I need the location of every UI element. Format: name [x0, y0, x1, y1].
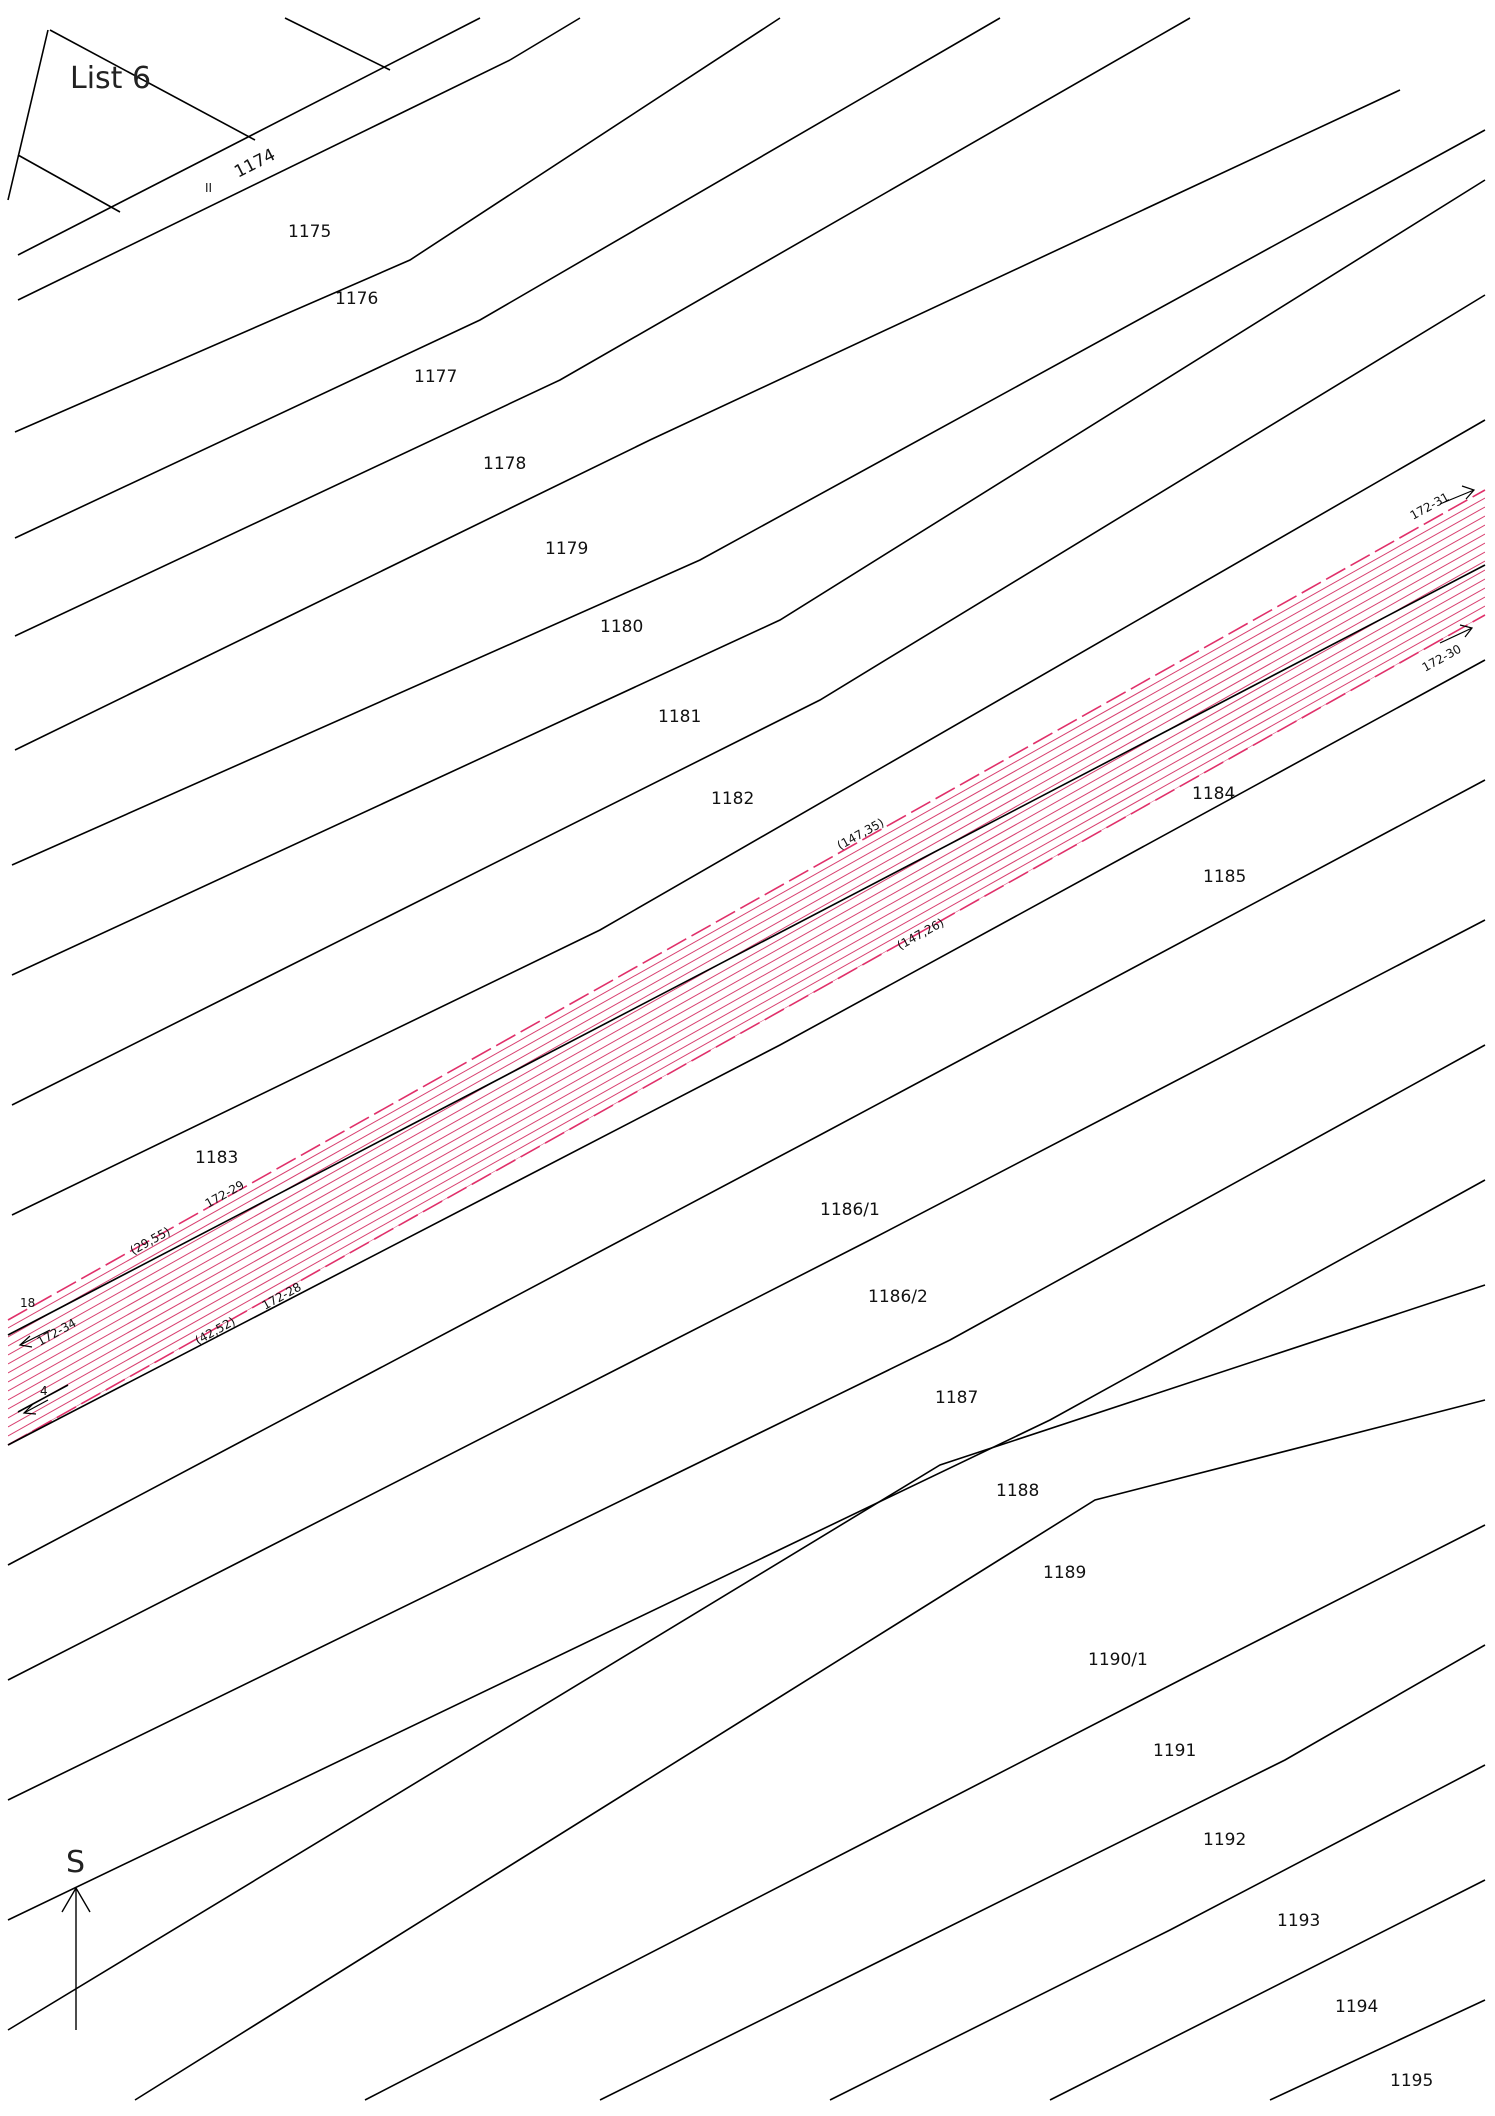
parcel-label: 1182	[711, 789, 754, 809]
hatch-line	[8, 560, 1485, 1392]
hatch-line	[8, 587, 1485, 1419]
hatch-line	[8, 542, 1485, 1374]
corner-label: 18	[20, 1296, 35, 1310]
arrow-icon	[1439, 489, 1475, 505]
parcel-label: 1188	[996, 1481, 1039, 1501]
parcel-label: 1186/2	[868, 1287, 928, 1307]
hatch-line	[8, 569, 1485, 1401]
hatch-line	[8, 596, 1485, 1428]
arrow-icon	[19, 1329, 51, 1346]
easement-lower-edge	[7, 614, 1486, 1446]
survey-point-label: 172-34	[35, 1316, 79, 1349]
easement-hatching	[8, 490, 1485, 1445]
hatch-line	[8, 605, 1485, 1437]
parcel-label: 1189	[1043, 1563, 1086, 1583]
parcel-label: 1180	[600, 617, 643, 637]
survey-point-label: 172-28	[260, 1280, 304, 1313]
hatch-line	[8, 515, 1485, 1347]
orientation-label: S	[66, 1845, 85, 1880]
arrow-head-icon	[61, 1886, 91, 1913]
parcel-label: 1191	[1153, 1741, 1196, 1761]
arrow-head-icon	[1459, 624, 1474, 638]
hatch-line	[8, 551, 1485, 1383]
parcel-label: 1176	[335, 289, 378, 309]
parcel-label: 1195	[1390, 2071, 1433, 2091]
center-line	[7, 564, 1486, 1336]
parcel-label: 1178	[483, 454, 526, 474]
parcel-label: 1181	[658, 707, 701, 727]
parcel-mark: II	[205, 181, 212, 195]
parcel-boundaries	[7, 17, 1486, 2101]
corner-label: 4	[40, 1384, 48, 1398]
survey-point-label: 172-30	[1420, 642, 1464, 675]
parcel-label: 1190/1	[1088, 1650, 1148, 1670]
easement-upper-edge	[7, 489, 1486, 1321]
hatch-line	[8, 506, 1485, 1338]
parcel-label: 1186/1	[820, 1200, 880, 1220]
parcel-label: 1187	[935, 1388, 978, 1408]
arrow-head-icon	[1461, 485, 1476, 500]
hatch-line	[8, 533, 1485, 1365]
arrow-icon	[23, 1399, 49, 1414]
parcel-label: 1184	[1192, 784, 1235, 804]
dimension-label: (147,26)	[895, 915, 947, 952]
parcel-label: 1177	[414, 367, 457, 387]
hatch-line	[8, 497, 1485, 1329]
arrow-head-icon	[18, 1335, 33, 1348]
parcel-label: 1194	[1335, 1997, 1378, 2017]
orientation-arrow: S	[61, 1845, 91, 2030]
arrow-head-icon	[22, 1403, 37, 1415]
dimension-label: (147,35)	[835, 815, 887, 852]
parcel-label: 1193	[1277, 1911, 1320, 1931]
hatch-line	[8, 578, 1485, 1410]
parcel-label: 1179	[545, 539, 588, 559]
survey-point-label: 172-31	[1408, 490, 1452, 523]
parcel-label: 1183	[195, 1148, 238, 1168]
arrow-icon	[1439, 627, 1473, 644]
hatch-line	[8, 524, 1485, 1356]
parcel-label: 1185	[1203, 867, 1246, 887]
sheet-title: List 6	[70, 61, 151, 96]
parcel-label: 1192	[1203, 1830, 1246, 1850]
parcel-label: 1175	[288, 222, 331, 242]
